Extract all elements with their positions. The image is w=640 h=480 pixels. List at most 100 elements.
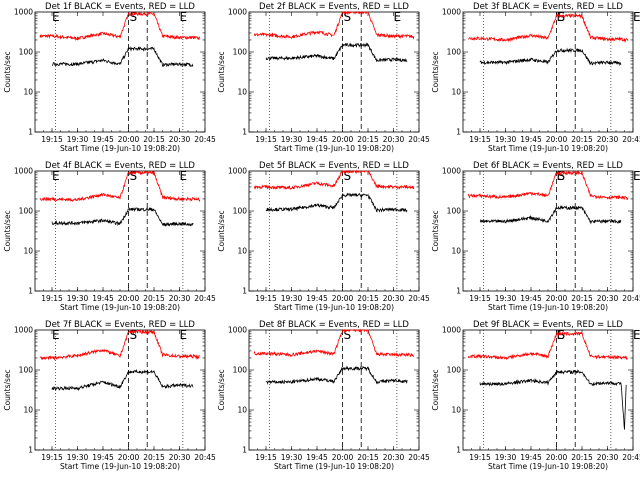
- lld-series-line: [467, 169, 629, 201]
- marker-label: E: [52, 169, 60, 183]
- marker-label: E: [557, 169, 565, 183]
- plot-frame: [248, 329, 420, 451]
- x-tick-label: 20:15: [143, 135, 165, 144]
- x-tick-label: 20:15: [357, 294, 379, 303]
- x-tick-label: 20:30: [169, 453, 191, 462]
- y-tick-label: 100: [447, 207, 462, 216]
- x-tick-label: 19:15: [469, 135, 491, 144]
- panel-title: Det 3f BLACK = Events, RED = LLD: [473, 2, 623, 12]
- chart-panel: Det 4f BLACK = Events, RED = LLD 1 10 100 10…: [3, 161, 216, 312]
- plot-frame: [34, 170, 206, 292]
- x-tick-label: 20:45: [622, 135, 640, 144]
- x-tick-label: 19:30: [281, 453, 303, 462]
- x-tick-label: 19:15: [41, 294, 63, 303]
- marker-label: S: [344, 169, 352, 183]
- events-series-line: [51, 207, 194, 228]
- x-tick-label: 19:45: [306, 135, 328, 144]
- x-tick-label: 20:30: [597, 294, 619, 303]
- panel-title: Det 2f BLACK = Events, RED = LLD: [259, 2, 409, 12]
- marker-label: E: [394, 10, 402, 24]
- x-tick-label: 19:45: [92, 294, 114, 303]
- y-tick-label: 10: [451, 88, 461, 97]
- plot-frame: [34, 11, 206, 133]
- lld-series-line: [467, 331, 629, 361]
- y-tick-label: 1: [28, 287, 33, 296]
- x-tick-label: 19:30: [495, 135, 517, 144]
- events-series-line: [265, 365, 408, 385]
- events-series-line: [479, 47, 622, 66]
- y-tick-label: 1000: [228, 326, 247, 335]
- events-series-line: [265, 42, 408, 63]
- x-tick-label: 19:45: [92, 453, 114, 462]
- chart-panel: Det 1f BLACK = Events, RED = LLD 1 10 100 10…: [3, 2, 216, 153]
- x-tick-label: 20:45: [408, 294, 430, 303]
- chart-panel: Det 5f BLACK = Events, RED = LLD 1 10 100 10…: [217, 161, 430, 312]
- x-tick-label: 20:00: [546, 294, 568, 303]
- marker-label: S: [344, 328, 352, 342]
- events-series-line: [479, 369, 627, 430]
- y-tick-label: 1: [242, 128, 247, 137]
- marker-label: E: [180, 10, 188, 24]
- marker-label: E: [633, 328, 640, 342]
- marker-label: E: [180, 328, 188, 342]
- y-tick-label: 1: [28, 446, 33, 455]
- y-tick-label: 1: [456, 128, 461, 137]
- x-tick-label: 20:00: [118, 453, 140, 462]
- chart-panel: Det 3f BLACK = Events, RED = LLD 1 10 100 10…: [431, 2, 640, 153]
- lld-series-line: [253, 169, 415, 191]
- x-axis-label: Start Time (19-Jun-10 19:08:20): [274, 303, 394, 312]
- x-tick-label: 20:45: [408, 135, 430, 144]
- y-tick-label: 100: [233, 366, 248, 375]
- x-tick-label: 20:30: [169, 294, 191, 303]
- x-tick-label: 20:00: [118, 135, 140, 144]
- y-tick-label: 1000: [14, 167, 33, 176]
- y-axis-label: Counts/sec: [3, 51, 12, 92]
- x-tick-label: 19:15: [255, 135, 277, 144]
- x-tick-label: 19:30: [67, 453, 89, 462]
- marker-label: E: [633, 10, 640, 24]
- x-tick-label: 20:00: [332, 294, 354, 303]
- lld-series-line: [253, 328, 415, 358]
- marker-label: E: [557, 10, 565, 24]
- marker-label: S: [344, 10, 352, 24]
- x-tick-label: 19:45: [92, 135, 114, 144]
- x-tick-label: 19:30: [495, 294, 517, 303]
- lld-series-line: [39, 329, 201, 361]
- panel-title: Det 1f BLACK = Events, RED = LLD: [45, 2, 195, 12]
- y-tick-label: 1: [456, 287, 461, 296]
- y-tick-label: 100: [19, 48, 34, 57]
- x-tick-label: 19:15: [255, 453, 277, 462]
- plot-frame: [462, 11, 634, 133]
- x-axis-label: Start Time (19-Jun-10 19:08:20): [60, 462, 180, 471]
- y-axis-label: Counts/sec: [431, 369, 440, 410]
- x-axis-label: Start Time (19-Jun-10 19:08:20): [488, 303, 608, 312]
- x-tick-label: 20:30: [597, 135, 619, 144]
- lld-series-line: [39, 11, 200, 41]
- x-tick-label: 19:45: [520, 453, 542, 462]
- x-tick-label: 20:30: [383, 135, 405, 144]
- y-tick-label: 1: [242, 446, 247, 455]
- x-axis-label: Start Time (19-Jun-10 19:08:20): [60, 303, 180, 312]
- panel-title: Det 9f BLACK = Events, RED = LLD: [473, 320, 623, 330]
- y-axis-label: Counts/sec: [217, 210, 226, 251]
- x-tick-label: 19:45: [306, 294, 328, 303]
- y-tick-label: 100: [19, 366, 34, 375]
- x-tick-label: 19:15: [255, 294, 277, 303]
- y-tick-label: 1: [456, 446, 461, 455]
- y-tick-label: 1000: [228, 8, 247, 17]
- x-tick-label: 20:15: [571, 135, 593, 144]
- y-axis-label: Counts/sec: [431, 210, 440, 251]
- plot-frame: [462, 329, 634, 451]
- y-tick-label: 10: [23, 88, 33, 97]
- y-tick-label: 100: [233, 207, 248, 216]
- y-tick-label: 10: [237, 406, 247, 415]
- events-series-line: [265, 192, 408, 213]
- x-tick-label: 20:00: [118, 294, 140, 303]
- events-series-line: [51, 368, 194, 392]
- y-tick-label: 1: [242, 287, 247, 296]
- x-tick-label: 20:15: [571, 453, 593, 462]
- chart-panel: Det 7f BLACK = Events, RED = LLD 1 10 100 10…: [3, 320, 216, 471]
- marker-label: E: [52, 328, 60, 342]
- events-series-line: [51, 46, 194, 68]
